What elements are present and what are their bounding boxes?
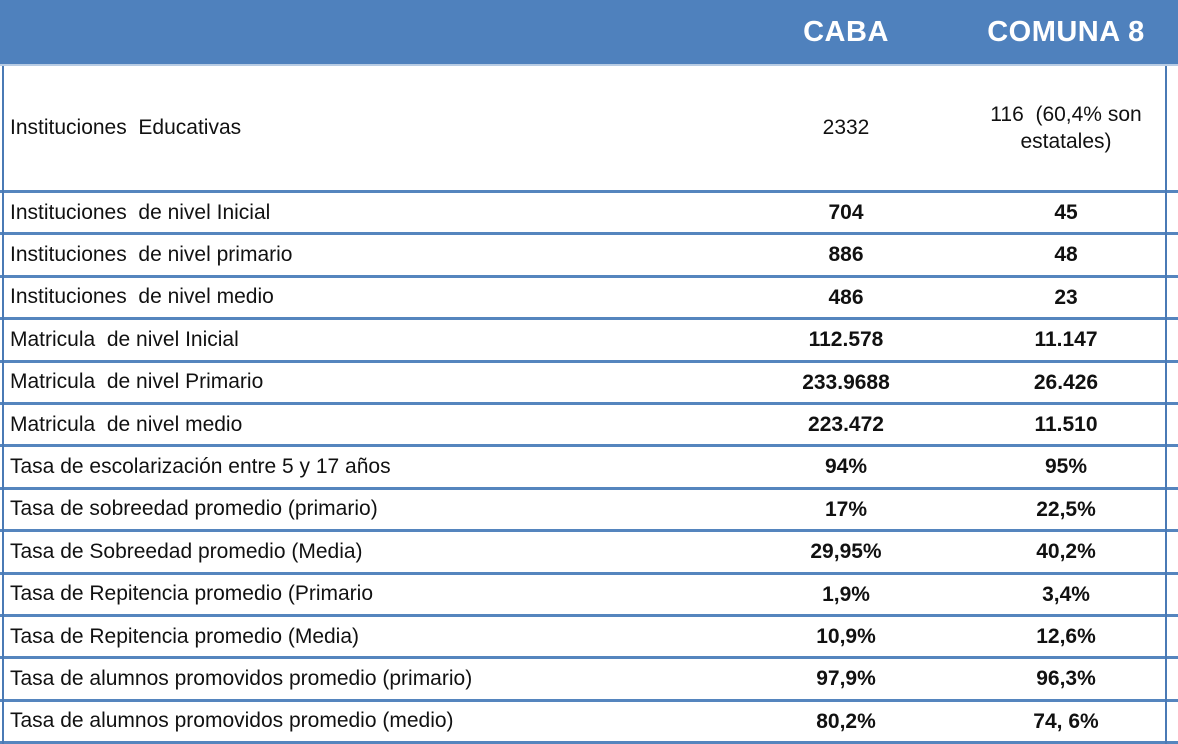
caba-value: 112.578 (808, 328, 884, 352)
comuna8-value: 45 (1054, 201, 1078, 225)
table-row: Instituciones de nivel primario 886 48 (0, 235, 1178, 278)
row-label: Matricula de nivel Primario (10, 370, 264, 394)
row-label: Matricula de nivel medio (10, 412, 243, 436)
table-row: Tasa de alumnos promovidos promedio (med… (0, 701, 1178, 744)
header-cell-caba: CABA (803, 15, 889, 48)
row-label: Tasa de alumnos promovidos promedio (med… (10, 709, 454, 733)
caba-value: 80,2% (816, 709, 876, 733)
header-cell-comuna8: COMUNA 8 (987, 15, 1145, 48)
caba-value: 886 (828, 243, 864, 267)
table-body: Instituciones Educativas 2332 116 (60,4%… (0, 66, 1178, 744)
table-row: Instituciones de nivel medio 486 23 (0, 277, 1178, 321)
table-row: Tasa de Repitencia promedio (Primario 1,… (0, 574, 1178, 617)
comuna8-value: 11.510 (1034, 413, 1098, 436)
caba-value: 233.9688 (802, 370, 890, 394)
table-row: Instituciones Educativas 2332 116 (60,4%… (0, 66, 1178, 193)
table-row: Matricula de nivel Inicial 112.578 11.14… (0, 320, 1178, 363)
caba-value: 2332 (822, 116, 870, 140)
table-row: Tasa de Sobreedad promedio (Media) 29,95… (0, 532, 1178, 575)
table-row: Matricula de nivel medio 223.472 11.510 (0, 404, 1178, 448)
comuna8-value: 26.426 (1033, 370, 1099, 394)
row-label: Instituciones Educativas (10, 115, 242, 139)
comuna8-value: 116 (60,4% son estatales) (990, 102, 1148, 153)
row-label: Tasa de escolarización entre 5 y 17 años (10, 454, 391, 478)
caba-value: 29,95% (810, 540, 882, 564)
row-label: Tasa de Sobreedad promedio (Media) (10, 539, 363, 563)
caba-value: 1,9% (822, 582, 870, 606)
caba-value: 704 (828, 201, 864, 225)
comuna8-value: 96,3% (1036, 667, 1096, 691)
row-label: Instituciones de nivel Inicial (10, 200, 271, 224)
table-row: Tasa de escolarización entre 5 y 17 años… (0, 447, 1178, 490)
row-label: Matricula de nivel Inicial (10, 327, 239, 351)
table-right-border (1165, 66, 1167, 744)
caba-value: 223.472 (808, 413, 884, 436)
table-left-border (2, 66, 4, 744)
table-row: Matricula de nivel Primario 233.9688 26.… (0, 362, 1178, 405)
table-row: Tasa de alumnos promovidos promedio (pri… (0, 659, 1178, 702)
comuna8-value: 22,5% (1036, 497, 1096, 521)
row-label: Instituciones de nivel medio (10, 285, 274, 309)
caba-value: 17% (824, 497, 868, 521)
comuna8-value: 23 (1054, 285, 1078, 309)
caba-value: 97,9% (816, 667, 876, 691)
caba-value: 10,9% (816, 624, 876, 648)
table-row: Tasa de sobreedad promedio (primario) 17… (0, 489, 1178, 533)
row-label: Tasa de alumnos promovidos promedio (pri… (10, 666, 473, 690)
caba-value: 486 (828, 285, 864, 309)
row-label: Tasa de sobreedad promedio (primario) (10, 497, 378, 521)
row-label: Tasa de Repitencia promedio (Media) (10, 624, 360, 648)
table-header-row: CABA COMUNA 8 (0, 0, 1178, 66)
comuna8-value: 12,6% (1036, 624, 1096, 648)
comuna8-value: 11.147 (1034, 328, 1098, 352)
comuna8-value: 48 (1054, 243, 1078, 267)
table-row: Instituciones de nivel Inicial 704 45 (0, 193, 1178, 236)
comuna8-value: 95% (1044, 455, 1088, 479)
comuna8-value: 40,2% (1036, 540, 1096, 564)
row-label: Tasa de Repitencia promedio (Primario (10, 582, 373, 606)
caba-value: 94% (824, 455, 868, 479)
comuna8-value: 3,4% (1042, 582, 1090, 606)
comuna8-value: 74, 6% (1033, 709, 1099, 733)
table-row: Tasa de Repitencia promedio (Media) 10,9… (0, 616, 1178, 660)
row-label: Instituciones de nivel primario (10, 243, 293, 267)
